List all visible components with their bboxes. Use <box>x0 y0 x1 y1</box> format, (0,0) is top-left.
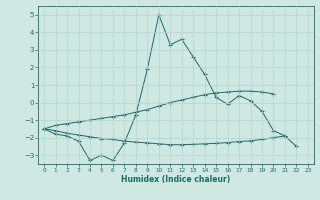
X-axis label: Humidex (Indice chaleur): Humidex (Indice chaleur) <box>121 175 231 184</box>
